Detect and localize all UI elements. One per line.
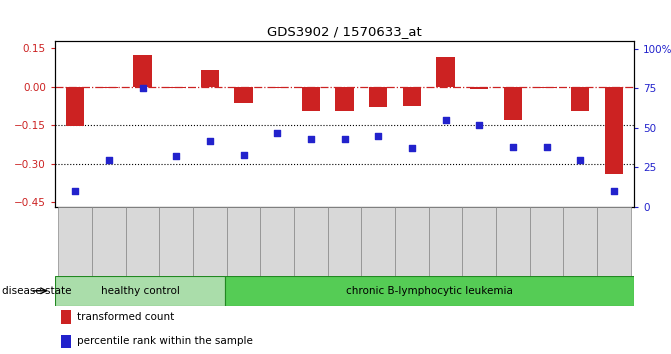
Bar xyxy=(571,87,590,111)
Point xyxy=(474,122,484,127)
Bar xyxy=(496,207,529,276)
Point xyxy=(70,188,81,194)
Bar xyxy=(125,207,160,276)
Bar xyxy=(99,87,118,88)
Bar xyxy=(436,57,455,87)
Bar xyxy=(260,207,294,276)
Bar xyxy=(134,55,152,87)
Bar xyxy=(462,207,496,276)
Bar xyxy=(61,310,71,324)
Bar xyxy=(537,87,556,88)
Point xyxy=(407,145,417,151)
Text: percentile rank within the sample: percentile rank within the sample xyxy=(77,336,253,347)
Bar xyxy=(167,87,185,88)
Point xyxy=(609,188,619,194)
Bar xyxy=(92,207,125,276)
Bar xyxy=(429,207,462,276)
Bar xyxy=(302,87,320,111)
Bar xyxy=(605,87,623,174)
Bar xyxy=(403,87,421,106)
Bar xyxy=(369,87,387,107)
Bar xyxy=(268,87,287,88)
Bar xyxy=(61,335,71,348)
Bar xyxy=(336,87,354,111)
Bar xyxy=(193,207,227,276)
Bar xyxy=(201,70,219,87)
Bar xyxy=(227,207,260,276)
Bar xyxy=(327,207,362,276)
Bar xyxy=(58,207,92,276)
Bar xyxy=(395,207,429,276)
Text: disease state: disease state xyxy=(2,286,72,296)
Bar xyxy=(597,207,631,276)
Point xyxy=(137,85,148,91)
Bar xyxy=(234,87,253,103)
Bar xyxy=(55,276,225,306)
Bar xyxy=(362,207,395,276)
Point xyxy=(205,138,215,143)
Bar xyxy=(66,87,85,126)
Bar xyxy=(470,87,488,89)
Point xyxy=(272,130,282,136)
Point xyxy=(575,157,586,162)
Point xyxy=(541,144,552,150)
Point xyxy=(507,144,518,150)
Point xyxy=(305,136,316,142)
Bar xyxy=(564,207,597,276)
Bar xyxy=(294,207,327,276)
Point xyxy=(171,154,182,159)
Text: transformed count: transformed count xyxy=(77,312,174,322)
Text: chronic B-lymphocytic leukemia: chronic B-lymphocytic leukemia xyxy=(346,286,513,296)
Point xyxy=(238,152,249,158)
Title: GDS3902 / 1570633_at: GDS3902 / 1570633_at xyxy=(267,25,422,38)
Point xyxy=(373,133,384,139)
Point xyxy=(339,136,350,142)
Bar xyxy=(160,207,193,276)
Bar xyxy=(225,276,634,306)
Text: healthy control: healthy control xyxy=(101,286,180,296)
Bar xyxy=(529,207,564,276)
Point xyxy=(440,117,451,123)
Bar xyxy=(504,87,522,120)
Point xyxy=(103,157,114,162)
